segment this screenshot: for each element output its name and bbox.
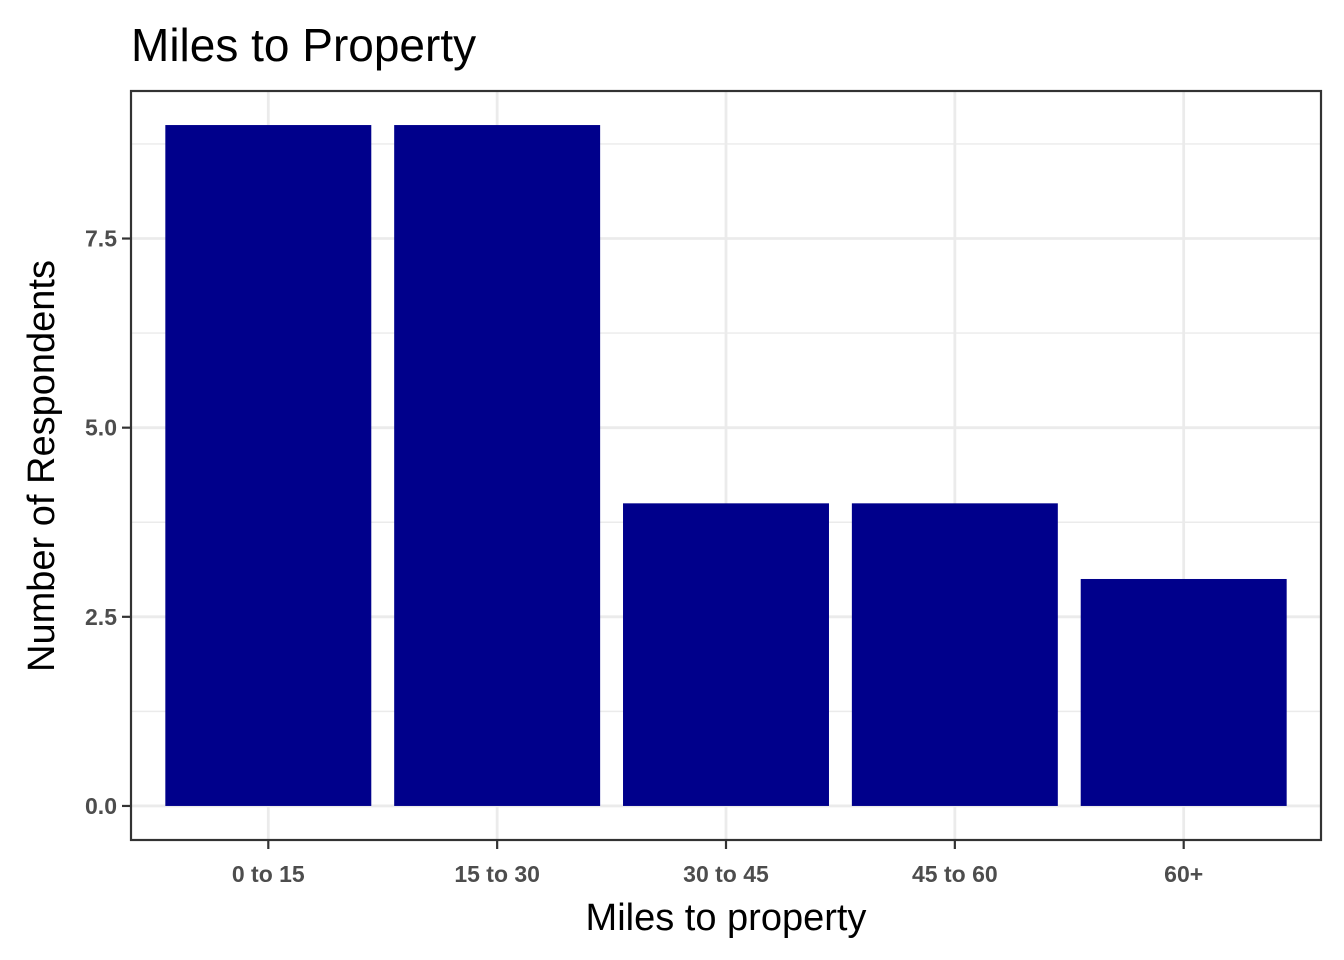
y-tick-label: 7.5	[85, 226, 117, 252]
bars	[165, 125, 1287, 806]
bar	[394, 125, 601, 806]
chart-title: Miles to Property	[131, 19, 476, 71]
x-axis-title: Miles to property	[586, 897, 867, 939]
y-tick-label: 5.0	[85, 415, 117, 441]
plot-panel	[129, 89, 1323, 842]
bar	[623, 503, 829, 806]
y-axis-title: Number of Respondents	[21, 260, 63, 672]
y-tick-label: 0.0	[85, 793, 117, 819]
bar	[1080, 578, 1287, 806]
bar	[165, 125, 372, 806]
x-tick-label: 30 to 45	[683, 861, 769, 887]
y-tick-label: 2.5	[85, 604, 117, 630]
bar	[851, 503, 1058, 806]
x-axis: 0 to 15 15 to 30 30 to 45 45 to 60 60+	[232, 840, 1203, 887]
x-tick-label: 0 to 15	[232, 861, 305, 887]
x-tick-label: 45 to 60	[912, 861, 998, 887]
y-axis: 0.0 2.5 5.0 7.5	[85, 226, 131, 819]
x-tick-label: 15 to 30	[454, 861, 540, 887]
x-tick-label: 60+	[1164, 861, 1203, 887]
